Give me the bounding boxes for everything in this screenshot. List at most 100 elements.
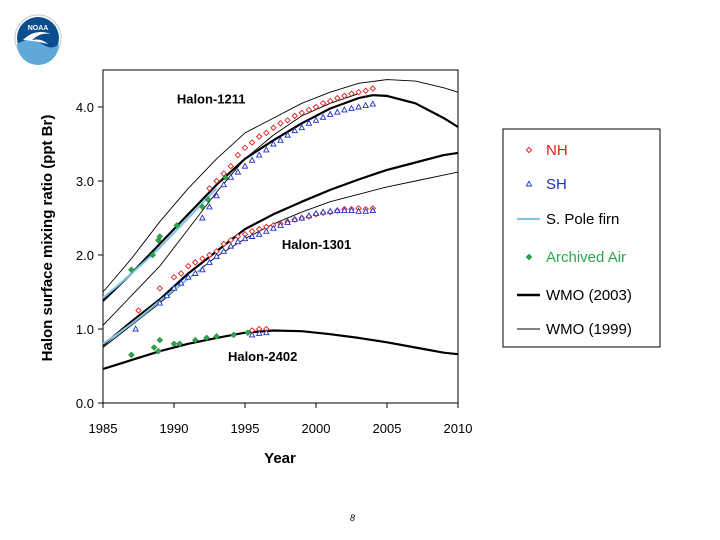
- sh-point: [177, 279, 185, 286]
- nh-point: [241, 144, 249, 151]
- wmo-2003-line: [102, 94, 459, 302]
- sh-point: [362, 207, 370, 214]
- legend-wmo-1999-label: WMO (1999): [546, 321, 632, 338]
- sh-point: [341, 106, 348, 113]
- x-tick-label: 1995: [231, 421, 260, 436]
- sh-point: [132, 325, 140, 332]
- legend-archived-air-swatch: [525, 253, 533, 261]
- archived-air-point: [176, 340, 184, 348]
- sh-point: [333, 108, 341, 115]
- nh-point: [348, 90, 355, 97]
- sh-point: [369, 100, 377, 107]
- sh-point: [291, 215, 299, 222]
- noaa-logo-text: NOAA: [28, 25, 49, 32]
- sh-point: [355, 103, 362, 110]
- sh-point: [312, 209, 320, 217]
- archived-air-point: [191, 336, 199, 344]
- y-tick-label: 0.0: [76, 396, 94, 411]
- sh-point: [213, 192, 220, 199]
- sh-point: [255, 151, 263, 158]
- sh-point: [255, 230, 263, 237]
- archived-air-point: [199, 203, 206, 211]
- sh-point: [248, 232, 256, 239]
- x-tick-label: 2005: [373, 421, 402, 436]
- compound-label: Halon-1301: [282, 237, 351, 252]
- sh-point: [199, 214, 206, 221]
- sh-point: [355, 207, 362, 214]
- sh-point: [248, 331, 256, 338]
- y-tick-label: 1.0: [76, 322, 94, 337]
- legend-sh-label: SH: [546, 176, 567, 193]
- wmo-2003-line: [102, 151, 459, 347]
- y-tick-label: 4.0: [76, 100, 94, 115]
- nh-point: [355, 88, 362, 96]
- x-tick-label: 2010: [444, 421, 473, 436]
- s-pole-firn-line: [102, 187, 218, 299]
- wmo-1999-line: [102, 79, 459, 293]
- sh-point: [348, 104, 355, 111]
- archived-air-point: [230, 331, 237, 339]
- sh-point: [277, 221, 284, 228]
- nh-point: [255, 133, 263, 140]
- wmo-1999-line: [102, 171, 459, 348]
- sh-point: [220, 180, 228, 188]
- nh-point: [341, 92, 348, 100]
- nh-point: [263, 129, 270, 137]
- nh-point: [298, 109, 306, 117]
- wmo-1999-line: [102, 93, 359, 326]
- sh-point: [298, 214, 306, 221]
- archived-air-point: [173, 222, 181, 229]
- sh-point: [234, 168, 242, 175]
- nh-point: [319, 100, 327, 107]
- sh-point: [234, 237, 242, 245]
- page-number: 8: [350, 513, 356, 523]
- archived-air-point: [150, 344, 158, 351]
- sh-point: [206, 258, 213, 265]
- compound-label: Halon-2402: [228, 349, 297, 364]
- compound-label: Halon-1211: [177, 91, 246, 106]
- sh-point: [312, 116, 320, 123]
- y-axis: 0.0 1.0 2.0 3.0 4.0: [76, 100, 103, 411]
- plot-area: [102, 69, 459, 404]
- nh-point: [277, 120, 284, 127]
- legend-wmo-2003-label: WMO (2003): [546, 287, 632, 304]
- legend-s-pole-firn-label: S. Pole firn: [546, 211, 619, 228]
- sh-point: [184, 273, 192, 280]
- archived-air-point: [213, 333, 220, 340]
- sh-point: [191, 269, 199, 276]
- data-points: [128, 85, 377, 359]
- nh-point: [184, 262, 192, 270]
- sh-point: [213, 252, 220, 259]
- nh-point: [270, 124, 277, 131]
- nh-point: [284, 117, 291, 124]
- sh-point: [255, 329, 263, 336]
- x-tick-label: 1985: [89, 421, 118, 436]
- sh-point: [206, 203, 213, 210]
- sh-point: [241, 162, 249, 169]
- nh-point: [220, 170, 227, 177]
- compound-labels: Halon-1211 Halon-1301 Halon-2402: [177, 91, 351, 364]
- archived-air-point: [170, 340, 178, 348]
- nh-point: [135, 307, 142, 314]
- legend-archived-air-label: Archived Air: [546, 249, 626, 266]
- sh-point: [341, 206, 348, 214]
- nh-point: [234, 151, 242, 159]
- sh-point: [305, 119, 313, 126]
- nh-point: [248, 139, 256, 146]
- wmo-2003-line: [102, 329, 459, 371]
- sh-point: [284, 131, 291, 138]
- sh-point: [270, 224, 277, 231]
- nh-point: [334, 94, 341, 102]
- sh-point: [220, 247, 228, 254]
- sh-point: [270, 140, 277, 147]
- sh-point: [305, 212, 313, 219]
- sh-point: [298, 123, 306, 131]
- sh-point: [333, 206, 341, 214]
- sh-point: [362, 101, 370, 108]
- sh-point: [262, 227, 270, 234]
- archived-air-point: [149, 251, 157, 259]
- sh-point: [319, 113, 327, 120]
- nh-point: [227, 162, 235, 170]
- nh-point: [220, 240, 227, 248]
